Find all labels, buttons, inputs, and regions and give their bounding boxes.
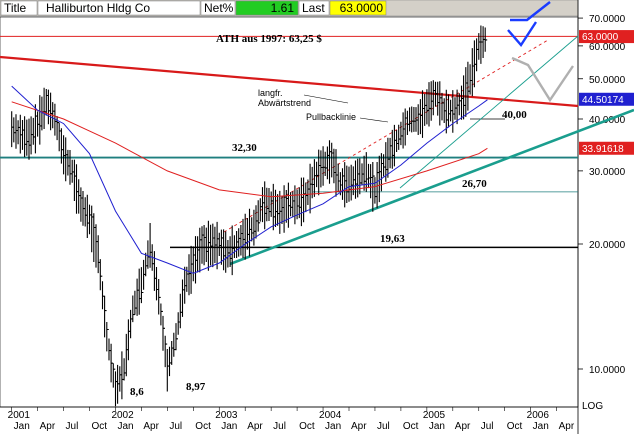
main-uptrend-line [229, 108, 634, 266]
last-value-box [329, 0, 387, 16]
annotation-label: langfr. [258, 88, 283, 98]
x-year-label: 2005 [423, 410, 446, 421]
annotation-label: 19,63 [380, 233, 405, 245]
x-month-label: Oct [403, 421, 419, 432]
x-month-label: Apr [40, 421, 56, 432]
x-month-label: Jul [66, 421, 79, 432]
annotation-label: 32,30 [232, 142, 257, 154]
annotations: ATH aus 1997: 63,25 $ langfr.Abwärtstrend… [130, 33, 527, 398]
x-year-label: 2004 [319, 410, 342, 421]
pullback-line [399, 35, 579, 189]
x-year-label: 2002 [111, 410, 134, 421]
ma-red-line [11, 101, 488, 198]
x-month-label: Oct [507, 421, 523, 432]
x-month-label: Oct [92, 421, 108, 432]
x-month-label: Jan [117, 421, 133, 432]
annotation-label-line2: Abwärtstrend [258, 98, 311, 108]
x-month-label: Apr [559, 421, 575, 432]
x-month-label: Apr [143, 421, 159, 432]
security-name-box[interactable] [37, 0, 201, 16]
annotation-label: 8,97 [186, 381, 206, 393]
annotation-label: 40,00 [502, 109, 527, 121]
scenario-blue-long [510, 1, 551, 22]
longterm-downtrend-line [0, 55, 579, 108]
netpct-label-box [200, 0, 236, 16]
title-label-box [0, 0, 38, 16]
netpct-label: Net% [204, 1, 234, 15]
header-bar: Title Halliburton Hldg Co Net% 1.61 Last… [0, 0, 579, 17]
last-label-box [298, 0, 330, 16]
price-label-text: 33.91618 [582, 144, 624, 155]
plot-area [0, 16, 579, 408]
x-month-label: Apr [455, 421, 471, 432]
price-label-text: 44.50174 [582, 95, 624, 106]
price-label-box [579, 92, 634, 106]
x-month-label: Jan [221, 421, 237, 432]
scenario-arrows [507, 1, 574, 103]
x-month-label: Oct [195, 421, 211, 432]
x-year-label: 2006 [527, 410, 550, 421]
scenario-blue-short [507, 21, 538, 47]
y-axis: 10.000020.000030.000040.000050.000060.00… [578, 14, 626, 376]
ma-blue-line [11, 85, 488, 274]
last-label: Last [302, 1, 325, 15]
last-value: 63.0000 [340, 1, 384, 15]
x-year-label: 2001 [8, 410, 31, 421]
price-label-text: 63.0000 [582, 32, 619, 43]
annotation-label: Pullbacklinie [306, 112, 356, 122]
price-label-box [579, 141, 634, 155]
x-month-label: Jul [169, 421, 182, 432]
x-axis: Jan Apr Jul Oct Jan Apr Jul Oct Jan Apr Jul Oct Jan A… [8, 407, 575, 432]
x-month-label: Jan [429, 421, 445, 432]
x-month-label: Jan [533, 421, 549, 432]
y-tick-label: 20.0000 [589, 240, 626, 251]
price-labels: 63.0000 44.50174 33.91618 [579, 30, 634, 155]
x-month-label: Oct [299, 421, 315, 432]
x-month-label: Jan [325, 421, 341, 432]
x-month-label: Jul [481, 421, 494, 432]
moving-averages [11, 85, 488, 274]
netpct-value-box [235, 0, 299, 16]
netpct-value: 1.61 [271, 1, 295, 15]
annotation-label: ATH aus 1997: 63,25 $ [216, 33, 322, 45]
price-label-box [579, 30, 634, 44]
security-name: Halliburton Hldg Co [46, 1, 150, 15]
y-tick-label: 50.0000 [589, 75, 626, 86]
annotation-leader [359, 117, 389, 123]
price-series [11, 25, 488, 407]
y-tick-label: 60.0000 [589, 42, 626, 53]
title-label: Title [4, 1, 27, 15]
x-month-label: Jan [14, 421, 30, 432]
annotation-leader [303, 94, 349, 104]
x-month-label: Jul [377, 421, 390, 432]
log-scale-label: LOG [582, 401, 603, 412]
annotation-label: 26,70 [462, 178, 487, 190]
x-month-label: Jul [273, 421, 286, 432]
y-tick-label: 10.0000 [589, 365, 626, 376]
x-month-label: Apr [247, 421, 263, 432]
y-tick-label: 70.0000 [589, 14, 626, 25]
x-year-label: 2003 [215, 410, 238, 421]
annotation-label: 8,6 [130, 386, 144, 398]
price-bars [11, 25, 488, 407]
scenario-gray [511, 56, 574, 103]
x-month-label: Apr [351, 421, 367, 432]
y-tick-label: 30.0000 [589, 167, 626, 178]
